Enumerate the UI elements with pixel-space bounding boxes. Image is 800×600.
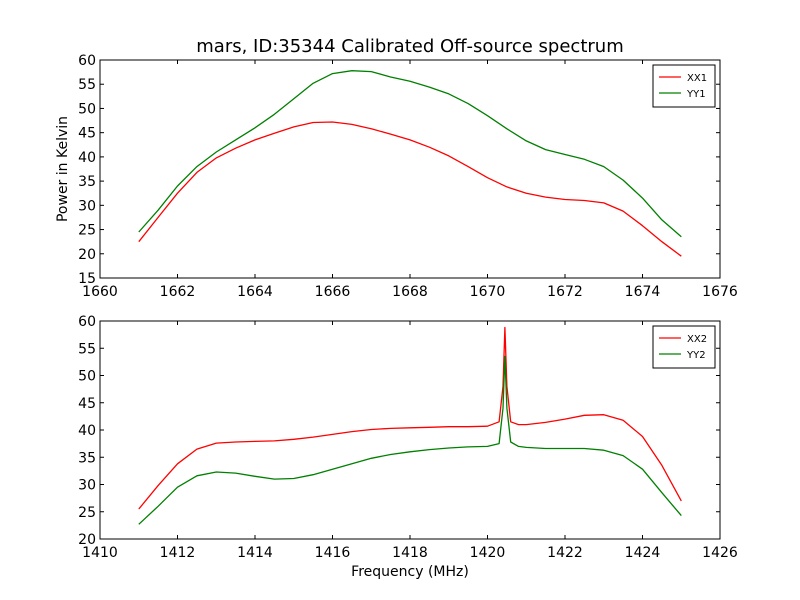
y-tick-label-1-7: 50 bbox=[78, 101, 96, 117]
y-tick-label-2-4: 40 bbox=[78, 423, 96, 439]
y-tick-label-2-2: 30 bbox=[78, 478, 96, 494]
series-line-xx2 bbox=[138, 326, 682, 510]
y-tick-label-1-8: 55 bbox=[78, 77, 96, 93]
legend-label-yy1: YY1 bbox=[686, 89, 706, 100]
y-tick-label-1-5: 40 bbox=[78, 150, 96, 166]
x-tick-label-1-4: 1668 bbox=[392, 284, 428, 300]
x-tick-label-1-3: 1666 bbox=[315, 284, 351, 300]
legend-label-yy2: YY2 bbox=[686, 350, 706, 361]
x-tick-label-2-3: 1416 bbox=[315, 545, 351, 561]
x-tick-label-1-2: 1664 bbox=[237, 284, 273, 300]
legend-label-xx1: XX1 bbox=[687, 73, 707, 84]
x-tick-label-2-1: 1412 bbox=[160, 545, 196, 561]
legend-box-2 bbox=[652, 325, 716, 369]
y-tick-label-2-0: 20 bbox=[78, 532, 96, 548]
y-tick-label-1-2: 25 bbox=[78, 223, 96, 239]
y-tick-label-2-5: 45 bbox=[78, 396, 96, 412]
x-tick-label-1-1: 1662 bbox=[160, 284, 196, 300]
x-tick-label-1-7: 1674 bbox=[625, 284, 661, 300]
x-tick-label-2-6: 1422 bbox=[547, 545, 583, 561]
figure-title: mars, ID:35344 Calibrated Off-source spe… bbox=[196, 36, 623, 57]
panels: 1660 1662 1664 1666 1668 1670 1672 1674 1676 15 20… bbox=[55, 53, 738, 580]
y-tick-label-1-4: 35 bbox=[78, 174, 96, 190]
x-tick-label-1-8: 1676 bbox=[702, 284, 738, 300]
x-tick-label-2-7: 1424 bbox=[625, 545, 661, 561]
x-tick-label-1-6: 1672 bbox=[547, 284, 583, 300]
y-tick-label-1-6: 45 bbox=[78, 126, 96, 142]
legend-box-1 bbox=[652, 64, 716, 108]
x-axis-label-2: Frequency (MHz) bbox=[351, 564, 469, 580]
y-tick-label-1-0: 15 bbox=[78, 271, 96, 287]
series-line-yy1 bbox=[138, 70, 682, 238]
x-tick-label-1-0: 1660 bbox=[82, 284, 118, 300]
y-tick-label-1-1: 20 bbox=[78, 247, 96, 263]
panel-1: 1660 1662 1664 1666 1668 1670 1672 1674 1676 15 20… bbox=[55, 53, 738, 300]
x-tick-label-1-5: 1670 bbox=[470, 284, 506, 300]
x-tick-label-2-2: 1414 bbox=[237, 545, 273, 561]
y-tick-label-2-8: 60 bbox=[78, 314, 96, 330]
x-tick-label-2-8: 1426 bbox=[702, 545, 738, 561]
legend-label-xx2: XX2 bbox=[687, 334, 707, 345]
y-tick-label-1-9: 60 bbox=[78, 53, 96, 69]
panel-2: 1410 1412 1414 1416 1418 1420 1422 1424 1426 20 25… bbox=[78, 314, 738, 580]
y-tick-label-2-7: 55 bbox=[78, 341, 96, 357]
x-tick-label-2-0: 1410 bbox=[82, 545, 118, 561]
y-axis-label-1: Power in Kelvin bbox=[55, 116, 71, 222]
y-tick-label-2-1: 25 bbox=[78, 505, 96, 521]
y-tick-label-1-3: 30 bbox=[78, 198, 96, 214]
x-tick-label-2-5: 1420 bbox=[470, 545, 506, 561]
series-line-xx1 bbox=[138, 121, 682, 257]
y-tick-label-2-6: 50 bbox=[78, 369, 96, 385]
series-line-yy2 bbox=[138, 355, 682, 525]
x-tick-label-2-4: 1418 bbox=[392, 545, 428, 561]
y-tick-label-2-3: 35 bbox=[78, 450, 96, 466]
